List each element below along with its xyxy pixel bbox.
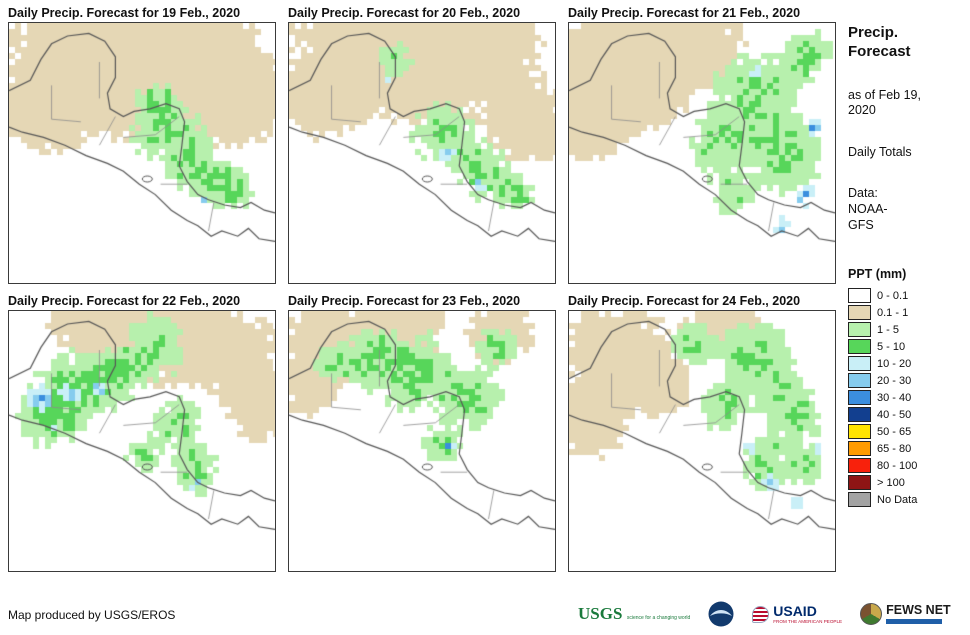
map-panel-title: Daily Precip. Forecast for 24 Feb., 2020 (568, 294, 801, 308)
legend-item: 20 - 30 (848, 372, 966, 389)
precip-map-21feb (569, 23, 835, 283)
legend-label: 10 - 20 (877, 357, 912, 370)
legend-swatch (848, 373, 871, 389)
map-panel-title: Daily Precip. Forecast for 23 Feb., 2020 (288, 294, 521, 308)
legend-item: 1 - 5 (848, 321, 966, 338)
map-panel-22feb: Daily Precip. Forecast for 22 Feb., 2020 (8, 292, 278, 572)
map-panel-title: Daily Precip. Forecast for 20 Feb., 2020 (288, 6, 521, 20)
map-panel-19feb: Daily Precip. Forecast for 19 Feb., 2020 (8, 4, 278, 284)
precip-map-19feb (9, 23, 275, 283)
legend-label: 40 - 50 (877, 408, 912, 421)
legend-item: 0 - 0.1 (848, 287, 966, 304)
noaa-roundel-icon (708, 601, 734, 627)
usgs-logo-text: USGS (578, 603, 623, 623)
legend-label: 50 - 65 (877, 425, 912, 438)
maps-grid: Daily Precip. Forecast for 19 Feb., 2020… (8, 4, 838, 572)
legend-item: 10 - 20 (848, 355, 966, 372)
legend-label: 30 - 40 (877, 391, 912, 404)
legend-swatch (848, 458, 871, 474)
legend-item: 50 - 65 (848, 423, 966, 440)
legend-label: 0.1 - 1 (877, 306, 909, 319)
map-frame (288, 22, 556, 284)
legend-label: 20 - 30 (877, 374, 912, 387)
legend-swatch (848, 339, 871, 355)
map-frame (8, 310, 276, 572)
precip-map-20feb (289, 23, 555, 283)
footer-logos: USGS science for a changing world USAID … (578, 598, 951, 630)
fewsnet-logo-text: FEWS NET (886, 603, 951, 618)
usaid-flag-icon (752, 605, 770, 623)
legend-item: No Data (848, 491, 966, 508)
legend-label: 5 - 10 (877, 340, 906, 353)
legend-swatch (848, 424, 871, 440)
precip-map-24feb (569, 311, 835, 571)
sidebar-daily-totals: Daily Totals (848, 144, 912, 159)
legend-label: 1 - 5 (877, 323, 900, 336)
legend-label: 65 - 80 (877, 442, 912, 455)
usaid-logo-tagline: FROM THE AMERICAN PEOPLE (773, 619, 843, 624)
legend-label: > 100 (877, 476, 905, 489)
map-frame (288, 310, 556, 572)
fewsnet-logo: FEWS NET (860, 603, 951, 625)
usaid-logo-text: USAID (773, 603, 817, 619)
sidebar-data-source: Data: NOAA-GFS (848, 186, 888, 232)
noaa-logo (708, 601, 734, 627)
legend-item: 65 - 80 (848, 440, 966, 457)
map-panel-23feb: Daily Precip. Forecast for 23 Feb., 2020 (288, 292, 558, 572)
legend-item: > 100 (848, 474, 966, 491)
map-credit: Map produced by USGS/EROS (8, 608, 176, 622)
sidebar-as-of: as of Feb 19, 2020 (848, 87, 921, 118)
legend-swatch (848, 407, 871, 423)
map-panel-title: Daily Precip. Forecast for 19 Feb., 2020 (8, 6, 241, 20)
precip-map-22feb (9, 311, 275, 571)
map-frame (568, 310, 836, 572)
legend-swatch (848, 390, 871, 406)
legend-label: 0 - 0.1 (877, 289, 909, 302)
legend-item: 5 - 10 (848, 338, 966, 355)
map-panel-title: Daily Precip. Forecast for 22 Feb., 2020 (8, 294, 241, 308)
legend-swatch (848, 288, 871, 304)
legend-swatch (848, 356, 871, 372)
fewsnet-emblem-icon (860, 603, 883, 625)
legend: PPT (mm) 0 - 0.1 0.1 - 1 1 - 5 5 - 10 10… (848, 267, 966, 508)
legend-item: 80 - 100 (848, 457, 966, 474)
usgs-logo-tagline: science for a changing world (626, 614, 691, 621)
usaid-logo: USAID FROM THE AMERICAN PEOPLE (752, 604, 842, 624)
map-frame (568, 22, 836, 284)
map-frame (8, 22, 276, 284)
legend-label: 80 - 100 (877, 459, 918, 472)
fewsnet-logo-bar (886, 618, 943, 624)
legend-item: 40 - 50 (848, 406, 966, 423)
map-panel-title: Daily Precip. Forecast for 21 Feb., 2020 (568, 6, 801, 20)
legend-item: 0.1 - 1 (848, 304, 966, 321)
map-panel-21feb: Daily Precip. Forecast for 21 Feb., 2020 (568, 4, 838, 284)
legend-swatch (848, 441, 871, 457)
usgs-logo: USGS science for a changing world (578, 605, 690, 624)
map-panel-24feb: Daily Precip. Forecast for 24 Feb., 2020 (568, 292, 838, 572)
sidebar: Precip. Forecast as of Feb 19, 2020 Dail… (848, 24, 966, 508)
map-panel-20feb: Daily Precip. Forecast for 20 Feb., 2020 (288, 4, 558, 284)
legend-label: No Data (877, 493, 918, 506)
legend-title: PPT (mm) (848, 267, 907, 282)
precip-map-23feb (289, 311, 555, 571)
legend-item: 30 - 40 (848, 389, 966, 406)
legend-swatch (848, 475, 871, 491)
legend-swatch (848, 492, 871, 508)
sidebar-title: Precip. Forecast (848, 24, 911, 60)
legend-swatch (848, 305, 871, 321)
legend-swatch (848, 322, 871, 338)
